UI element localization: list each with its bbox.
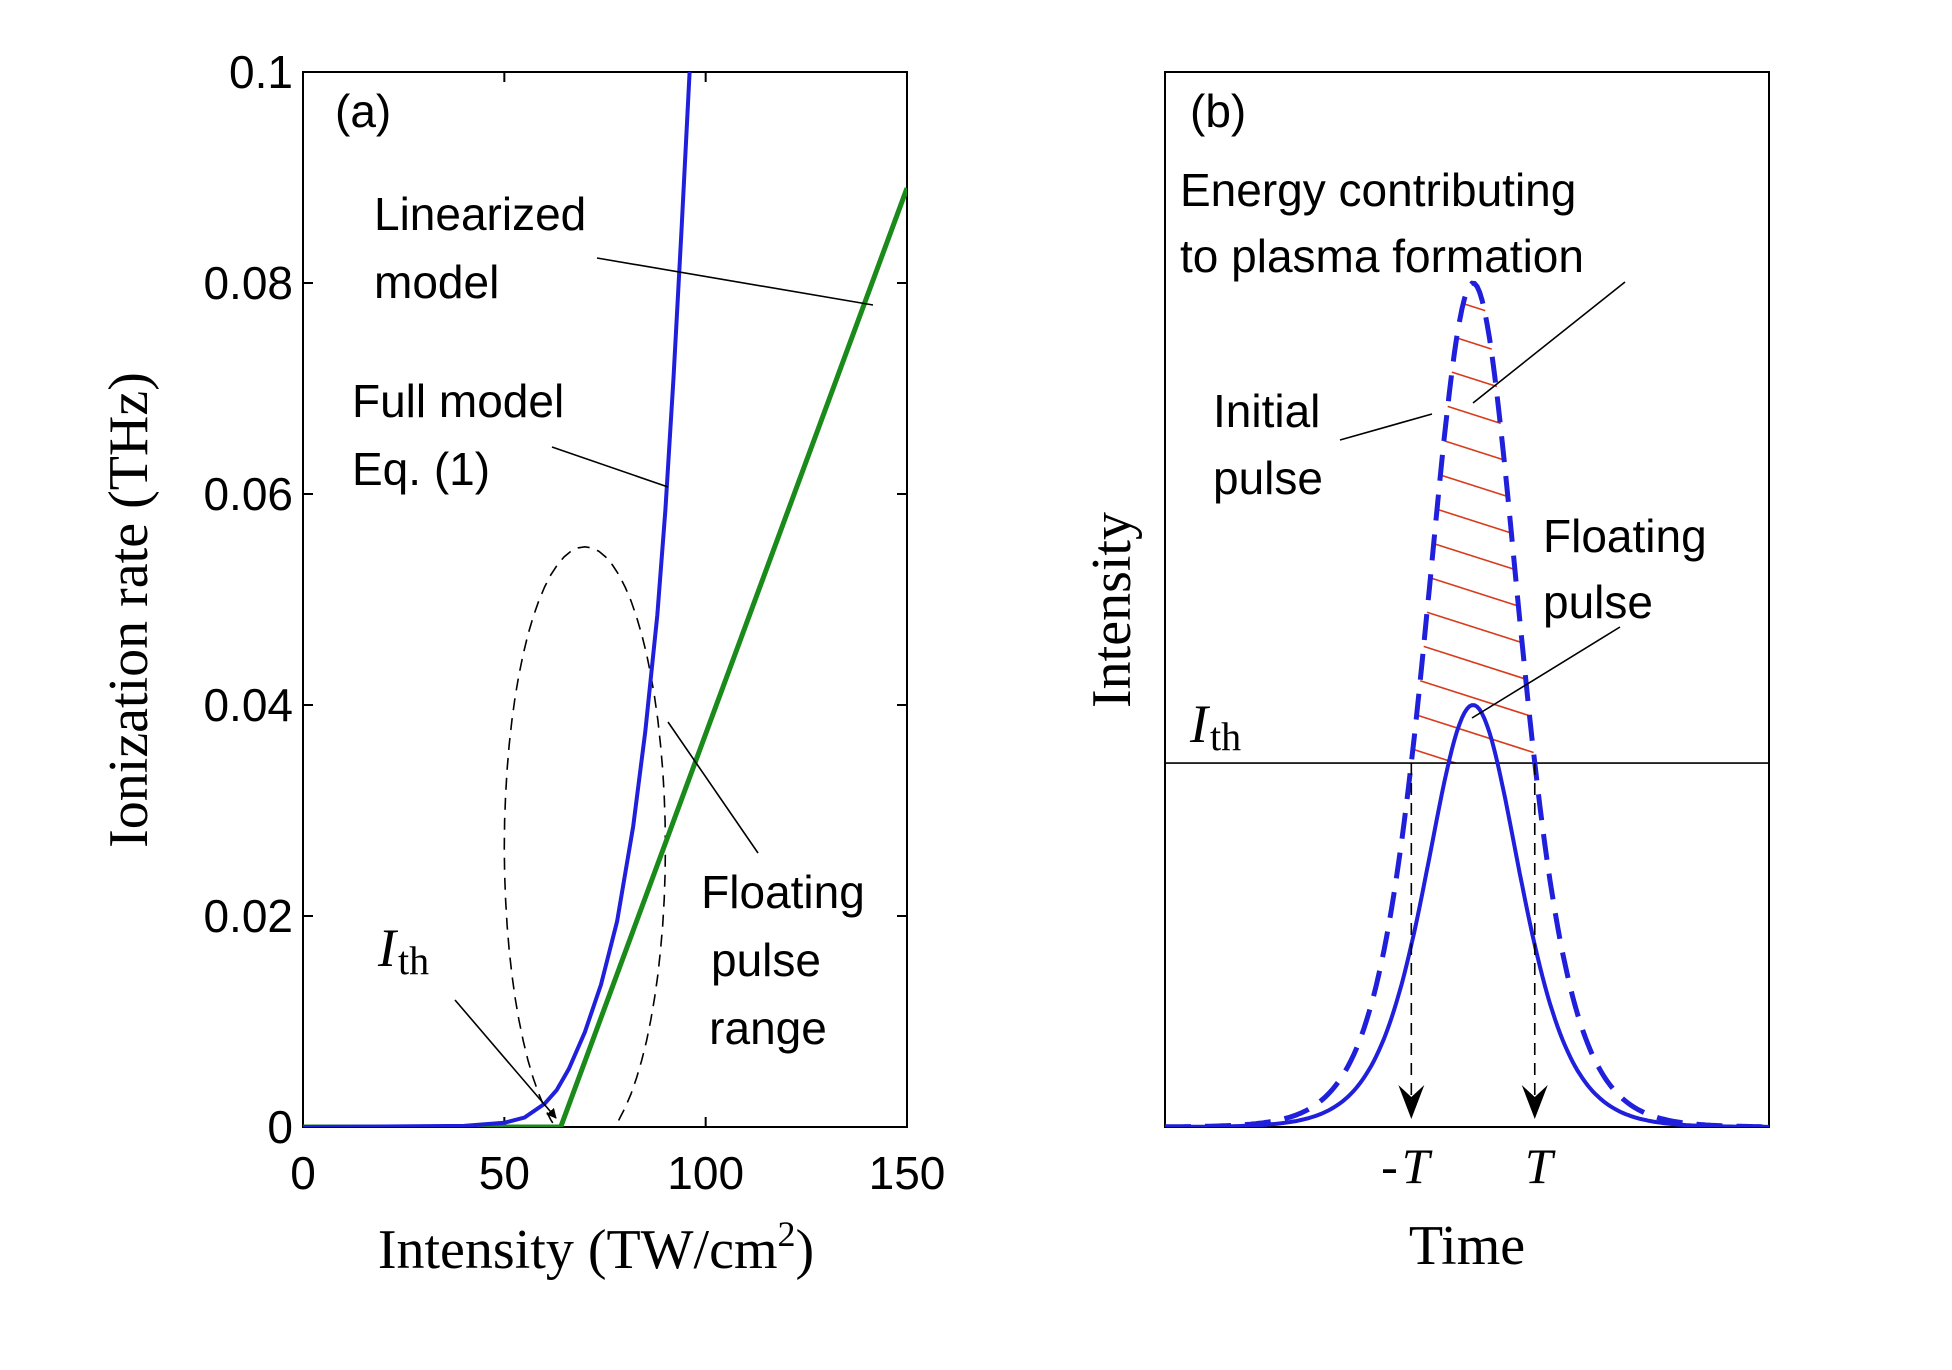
ith-arrow-a (454, 999, 557, 1119)
initial-label-line1: Initial (1213, 385, 1320, 437)
floating-label-line1: Floating (1543, 510, 1707, 562)
ith-label-b: Ith (1189, 694, 1241, 759)
tick-neg-letter: T (1402, 1138, 1433, 1194)
x-tick-label-a: 150 (869, 1147, 946, 1199)
hatch-line (1430, 577, 1520, 608)
hatch-line (1447, 405, 1501, 425)
y-tick-label-a: 0 (267, 1101, 293, 1153)
full-model-label-line1: Full model (352, 375, 564, 427)
energy-label-line1: Energy contributing (1180, 164, 1576, 216)
panel-b: (b) Energy contributing to plasma format… (1081, 71, 1770, 1277)
hatch-line (1462, 302, 1486, 312)
full-model-label-line2: Eq. (1) (352, 443, 490, 495)
linearized-model-curve (303, 187, 907, 1127)
ith-symbol-a: I (377, 918, 399, 978)
ith-symbol-b: I (1189, 694, 1211, 754)
x-tick-label-neg-t: -T (1381, 1138, 1433, 1194)
arrowhead-pos-t (1521, 1085, 1548, 1119)
ith-label-a: Ith (377, 918, 429, 983)
energy-hatch (1412, 302, 1534, 764)
arrowhead-neg-t (1398, 1085, 1425, 1119)
initial-label-line2: pulse (1213, 452, 1323, 504)
x-tick-label-pos-t: T (1525, 1138, 1556, 1194)
ith-sub-b: th (1210, 714, 1241, 759)
floating-leader-line (1471, 626, 1621, 719)
linearized-label-line2: model (374, 256, 499, 308)
x-tick-label-a: 100 (667, 1147, 744, 1199)
panel-a: 0 50 100 150 0 0.02 0.04 0.06 0.08 0.1 (a) Linea… (98, 46, 945, 1281)
initial-pulse-curve (1165, 280, 1769, 1127)
hatch-line (1436, 508, 1513, 535)
y-axis-label-b: Intensity (1081, 512, 1143, 708)
axes-box-b (1164, 71, 1770, 1128)
y-tick-label-a: 0.1 (229, 46, 293, 98)
tick-neg-prefix: - (1381, 1138, 1398, 1194)
hatch-line (1419, 679, 1531, 717)
full-model-leader-line (551, 446, 669, 488)
x-tick-labels-a: 0 50 100 150 (290, 1147, 945, 1199)
x-tick-label-a: 0 (290, 1147, 316, 1199)
floating-range-label-line1: Floating (701, 866, 865, 918)
floating-range-label-line3: range (709, 1002, 827, 1054)
energy-label-line2: to plasma formation (1180, 230, 1584, 282)
y-tick-label-a: 0.04 (203, 679, 293, 731)
hatch-line (1451, 371, 1498, 388)
linearized-label-line1: Linearized (374, 188, 586, 240)
initial-leader-line (1339, 413, 1433, 441)
floating-range-leader-line (667, 721, 759, 854)
hatch-line (1416, 714, 1534, 754)
y-tick-label-a: 0.08 (203, 257, 293, 309)
y-axis-label-a: Ionization rate (THz) (98, 372, 160, 848)
y-tick-labels-a: 0 0.02 0.04 0.06 0.08 0.1 (203, 46, 293, 1153)
y-tick-label-a: 0.02 (203, 890, 293, 942)
x-axis-label-a-tail: ) (796, 1219, 815, 1281)
linearized-leader-line (596, 257, 874, 306)
hatch-line (1423, 645, 1527, 681)
x-tick-label-a: 50 (479, 1147, 530, 1199)
hatch-line (1433, 542, 1516, 571)
x-axis-label-a: Intensity (TW/cm2) (378, 1214, 814, 1281)
axes-box-a (302, 71, 908, 1128)
floating-pulse-curve (1165, 703, 1769, 1127)
floating-label-line2: pulse (1543, 576, 1653, 628)
x-axis-label-b: Time (1409, 1215, 1525, 1277)
panel-label-b: (b) (1190, 85, 1246, 137)
y-tick-label-a: 0.06 (203, 468, 293, 520)
hatch-line (1440, 474, 1509, 498)
panel-label-a: (a) (335, 85, 391, 137)
full-model-curve (303, 72, 692, 1127)
hatch-line (1426, 611, 1523, 644)
x-axis-label-a-text: Intensity (TW/cm (378, 1219, 778, 1281)
x-axis-label-a-sup: 2 (778, 1214, 796, 1254)
ith-sub-a: th (398, 938, 429, 983)
floating-range-label-line2: pulse (711, 934, 821, 986)
hatch-line (1443, 439, 1506, 461)
hatch-line (1456, 337, 1492, 350)
energy-leader-line (1472, 281, 1626, 404)
floating-range-ellipse (503, 545, 667, 1127)
